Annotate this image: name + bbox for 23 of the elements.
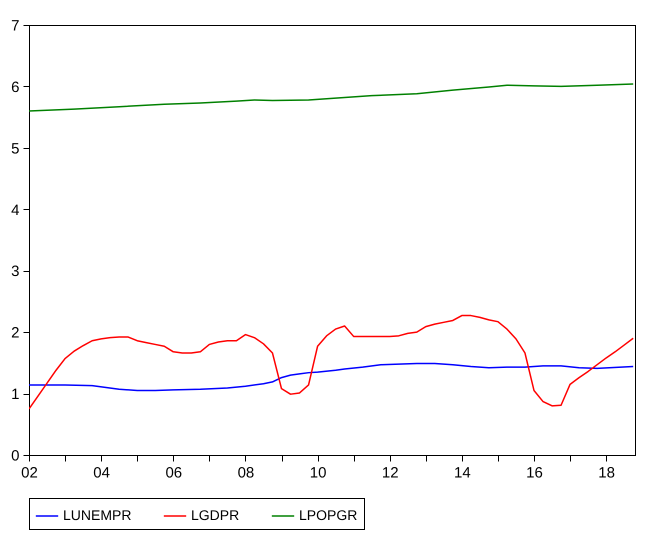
y-tick-label: 3 (11, 263, 20, 280)
y-tick-label: 4 (11, 202, 20, 219)
legend-label: LGDPR (191, 507, 240, 523)
x-tick-label: 02 (21, 464, 38, 482)
y-tick-label: 2 (11, 324, 20, 342)
x-tick-label: 14 (454, 464, 471, 482)
line-series (29, 362, 634, 392)
line-series (29, 314, 634, 410)
x-tick-label: 10 (310, 464, 326, 482)
y-tick-label: 1 (11, 386, 20, 404)
y-tick-label: 5 (11, 140, 20, 158)
x-tick-label: 06 (165, 464, 182, 482)
line-series (29, 83, 634, 112)
y-tick-label: 7 (11, 18, 20, 34)
y-tick-label: 0 (11, 448, 20, 464)
legend-label: LUNEMPR (63, 507, 132, 523)
x-tick-label: 12 (382, 464, 399, 482)
x-tick-label: 08 (238, 464, 254, 482)
x-tick-label: 04 (93, 464, 110, 482)
x-tick-label: 16 (526, 464, 543, 482)
y-tick-label: 6 (11, 78, 20, 96)
legend-label: LPOPGR (299, 507, 358, 523)
x-tick-label: 18 (598, 464, 615, 482)
